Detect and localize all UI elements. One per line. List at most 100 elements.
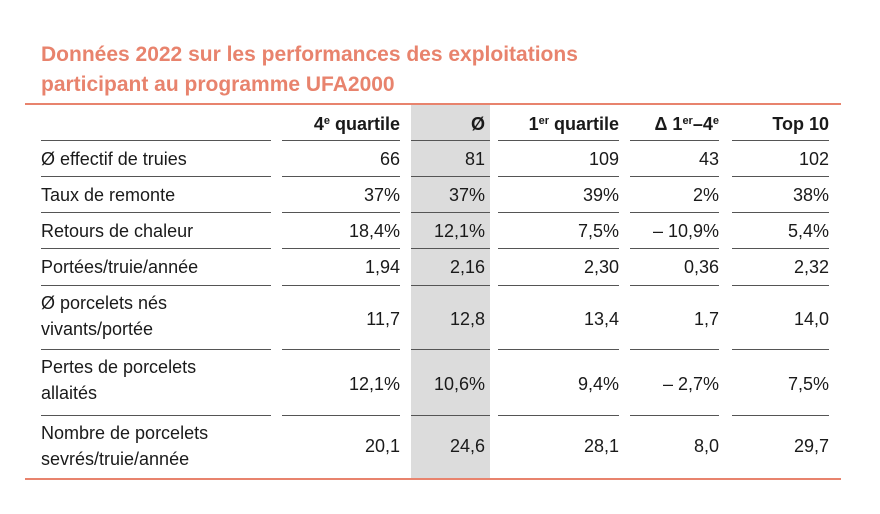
row-separator bbox=[411, 248, 490, 249]
title-line-2: participant au programme UFA2000 bbox=[41, 73, 395, 96]
header-1st-quartile-sup: er bbox=[538, 115, 549, 127]
row-separator bbox=[41, 285, 271, 286]
top-rule bbox=[25, 103, 841, 105]
row-separator bbox=[732, 212, 829, 213]
row-separator bbox=[732, 140, 829, 141]
title-line-1: Données 2022 sur les performances des ex… bbox=[41, 43, 578, 66]
cell-top10: 29,7 bbox=[793, 435, 829, 456]
cell-q4: 18,4% bbox=[348, 221, 400, 241]
row-separator bbox=[630, 176, 719, 177]
cell-q1: 9,4% bbox=[577, 374, 619, 394]
cell-q4: 11,7 bbox=[366, 309, 400, 329]
cell-top10: 102 bbox=[798, 149, 829, 169]
row-label: Ø porcelets nés vivants/portée bbox=[41, 290, 281, 342]
row-separator bbox=[411, 140, 490, 141]
row-separator bbox=[411, 176, 490, 177]
table-title: Données 2022 sur les performances des ex… bbox=[41, 40, 841, 100]
cell-top10: 7,5% bbox=[787, 374, 829, 394]
row-separator bbox=[411, 212, 490, 213]
row-label-line-1: Pertes de porcelets bbox=[41, 357, 197, 377]
row-separator bbox=[282, 212, 400, 213]
header-1st-quartile: 1er quartile bbox=[490, 111, 619, 137]
row-separator bbox=[411, 285, 490, 286]
cell-top10: 2,32 bbox=[793, 257, 829, 277]
cell-avg: 10,6% bbox=[433, 374, 485, 394]
cell-q4: 66 bbox=[379, 149, 400, 169]
row-separator bbox=[732, 415, 829, 416]
row-separator bbox=[282, 140, 400, 141]
row-separator bbox=[732, 349, 829, 350]
row-label: Retours de chaleur bbox=[41, 218, 281, 244]
cell-delta: – 10,9% bbox=[652, 221, 719, 241]
cell-avg: 24,6 bbox=[449, 435, 485, 456]
header-4th-quartile-text: quartile bbox=[329, 114, 400, 134]
cell-avg: 12,1% bbox=[433, 221, 485, 241]
header-4th-quartile-sup: e bbox=[323, 115, 330, 127]
row-separator bbox=[41, 415, 271, 416]
cell-delta: 43 bbox=[698, 149, 719, 169]
cell-q4: 20,1 bbox=[364, 435, 400, 456]
cell-q1: 39% bbox=[582, 185, 619, 205]
row-label: Ø effectif de truies bbox=[41, 146, 281, 172]
cell-q4: 37% bbox=[363, 185, 400, 205]
cell-q1: 13,4 bbox=[583, 309, 619, 329]
row-separator bbox=[411, 415, 490, 416]
row-label-line-1: Taux de remonte bbox=[41, 185, 176, 205]
cell-top10: 14,0 bbox=[793, 309, 829, 329]
row-separator bbox=[498, 415, 619, 416]
row-separator bbox=[732, 285, 829, 286]
row-separator bbox=[282, 285, 400, 286]
header-delta-a: Δ 1 bbox=[654, 114, 683, 134]
header-4th-quartile-num: 4 bbox=[313, 114, 324, 134]
row-separator bbox=[732, 176, 829, 177]
row-label-line-1: Ø effectif de truies bbox=[41, 149, 187, 169]
cell-q4: 1,94 bbox=[364, 257, 400, 277]
header-delta-b: –4 bbox=[692, 114, 713, 134]
row-separator bbox=[630, 248, 719, 249]
header-delta-sup1: er bbox=[682, 115, 693, 127]
row-label: Pertes de porcelets allaités bbox=[41, 354, 281, 406]
cell-top10: 5,4% bbox=[787, 221, 829, 241]
header-1st-quartile-text: quartile bbox=[548, 114, 619, 134]
row-label-line-2: allaités bbox=[41, 383, 98, 403]
row-separator bbox=[498, 248, 619, 249]
row-separator bbox=[282, 415, 400, 416]
bottom-rule bbox=[25, 478, 841, 480]
cell-avg: 37% bbox=[448, 185, 485, 205]
cell-avg: 2,16 bbox=[449, 257, 485, 277]
row-label-line-1: Retours de chaleur bbox=[41, 221, 194, 241]
cell-delta: 8,0 bbox=[693, 435, 719, 456]
row-separator bbox=[630, 349, 719, 350]
row-label: Taux de remonte bbox=[41, 182, 281, 208]
cell-top10: 38% bbox=[792, 185, 829, 205]
row-separator bbox=[41, 140, 271, 141]
header-delta-sup2: e bbox=[712, 115, 719, 127]
row-separator bbox=[41, 248, 271, 249]
row-separator bbox=[282, 248, 400, 249]
cell-q1: 28,1 bbox=[583, 435, 619, 456]
cell-delta: 1,7 bbox=[693, 309, 719, 329]
cell-q1: 2,30 bbox=[583, 257, 619, 277]
row-separator bbox=[498, 140, 619, 141]
row-separator bbox=[498, 176, 619, 177]
header-1st-quartile-num: 1 bbox=[528, 114, 539, 134]
row-separator bbox=[630, 285, 719, 286]
row-separator bbox=[630, 140, 719, 141]
row-separator bbox=[411, 349, 490, 350]
row-separator bbox=[498, 285, 619, 286]
cell-avg: 12,8 bbox=[449, 309, 485, 329]
header-top10: Top 10 bbox=[772, 114, 829, 134]
row-separator bbox=[41, 349, 271, 350]
cell-q1: 7,5% bbox=[577, 221, 619, 241]
row-label-line-2: sevrés/truie/année bbox=[41, 449, 190, 469]
cell-delta: 2% bbox=[692, 185, 719, 205]
cell-avg: 81 bbox=[464, 149, 485, 169]
header-4th-quartile: 4e quartile bbox=[282, 111, 400, 137]
row-separator bbox=[732, 248, 829, 249]
cell-delta: – 2,7% bbox=[662, 374, 719, 394]
row-separator bbox=[282, 176, 400, 177]
row-separator bbox=[498, 349, 619, 350]
row-separator bbox=[41, 212, 271, 213]
cell-q1: 109 bbox=[588, 149, 619, 169]
row-label-line-1: Ø porcelets nés bbox=[41, 293, 168, 313]
